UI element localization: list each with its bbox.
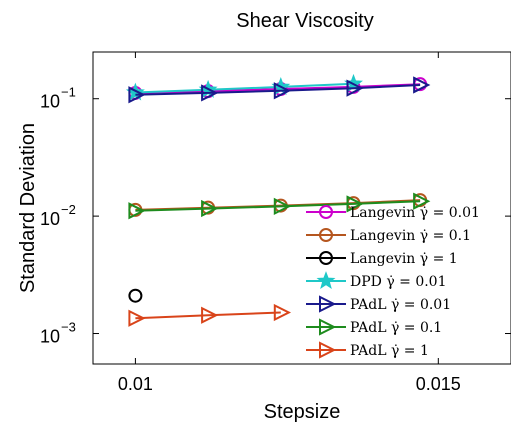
series-2: [128, 288, 143, 303]
data-point: [128, 202, 146, 220]
series-5: [128, 192, 431, 220]
data-point: [273, 197, 292, 216]
y-tick-label: 10: [40, 327, 60, 347]
x-tick-label: 0.01: [118, 374, 153, 394]
legend-marker: [319, 318, 337, 336]
legend-marker: [319, 341, 337, 359]
legend-entry: Langevin γ̇ = 0.01: [350, 205, 480, 221]
series-line: [135, 311, 281, 320]
series-group: [125, 73, 431, 327]
data-point: [346, 195, 364, 213]
legend: Langevin γ̇ = 0.01 Langevin γ̇ = 0.1 Lange…: [306, 205, 480, 359]
series-4: [128, 76, 431, 104]
data-point: [201, 199, 219, 218]
legend-marker: [319, 228, 333, 242]
legend-entry: Langevin γ̇ = 1: [350, 251, 458, 267]
x-axis-label: Stepsize: [264, 401, 341, 423]
series-6: [128, 303, 292, 327]
data-point: [413, 76, 431, 94]
chart-title: Shear Viscosity: [236, 10, 373, 32]
data-point: [273, 82, 292, 100]
legend-entry: Langevin γ̇ = 0.1: [350, 228, 471, 244]
legend-marker: [319, 205, 333, 219]
series-line: [135, 84, 421, 96]
data-point: [201, 84, 219, 102]
legend-entry: PAdL γ̇ = 1: [350, 343, 429, 359]
plot-area: [92, 51, 511, 365]
legend-marker: [316, 271, 336, 290]
legend-entry: DPD γ̇ = 0.01: [350, 274, 447, 290]
y-tick-label: 10: [40, 209, 60, 229]
y-tick-exponent: −2: [61, 202, 76, 217]
y-tick-label: 10: [40, 92, 60, 112]
data-point: [128, 309, 146, 327]
legend-marker: [319, 295, 337, 313]
data-point: [201, 306, 219, 324]
data-point: [128, 86, 146, 104]
data-point: [128, 288, 143, 303]
x-tick-label: 0.015: [416, 374, 461, 394]
data-point: [273, 303, 292, 322]
legend-entry: PAdL γ̇ = 0.01: [350, 297, 451, 313]
data-point: [346, 79, 364, 97]
y-tick-exponent: −1: [61, 85, 76, 100]
legend-marker: [319, 251, 333, 265]
data-point: [413, 192, 431, 210]
series-line: [135, 200, 421, 212]
legend-entry: PAdL γ̇ = 0.1: [350, 320, 442, 336]
y-axis-label: Standard Deviation: [17, 123, 39, 293]
series-line: [135, 82, 354, 94]
y-tick-exponent: −3: [61, 320, 76, 335]
